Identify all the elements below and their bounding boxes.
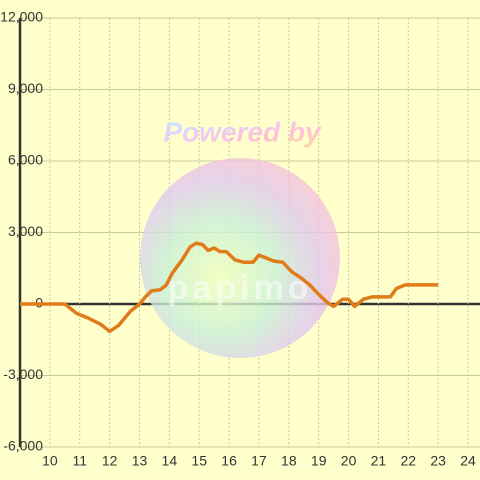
watermark-title: Powered by	[163, 116, 322, 147]
y-tick-label: 9,000	[8, 80, 43, 96]
x-tick-label: 15	[191, 453, 207, 469]
x-tick-label: 10	[42, 453, 58, 469]
y-tick-label: 3,000	[8, 223, 43, 239]
x-tick-label: 12	[102, 453, 118, 469]
x-tick-label: 13	[132, 453, 148, 469]
y-tick-label: 12,000	[0, 9, 43, 25]
x-tick-label: 18	[281, 453, 297, 469]
y-tick-label: 6,000	[8, 152, 43, 168]
x-tick-label: 23	[430, 453, 446, 469]
watermark-logo	[140, 158, 340, 358]
y-tick-label: -3,000	[3, 366, 43, 382]
x-tick-label: 19	[311, 453, 327, 469]
watermark-logo-text: papimo	[168, 269, 313, 307]
y-tick-label: -6,000	[3, 438, 43, 454]
x-tick-label: 24	[460, 453, 476, 469]
x-tick-label: 17	[251, 453, 267, 469]
x-tick-label: 22	[401, 453, 417, 469]
data-line	[20, 241, 439, 334]
x-tick-label: 21	[371, 453, 387, 469]
x-tick-label: 14	[162, 453, 178, 469]
x-tick-label: 11	[72, 453, 87, 469]
x-tick-label: 20	[341, 453, 357, 469]
x-tick-label: 16	[221, 453, 237, 469]
